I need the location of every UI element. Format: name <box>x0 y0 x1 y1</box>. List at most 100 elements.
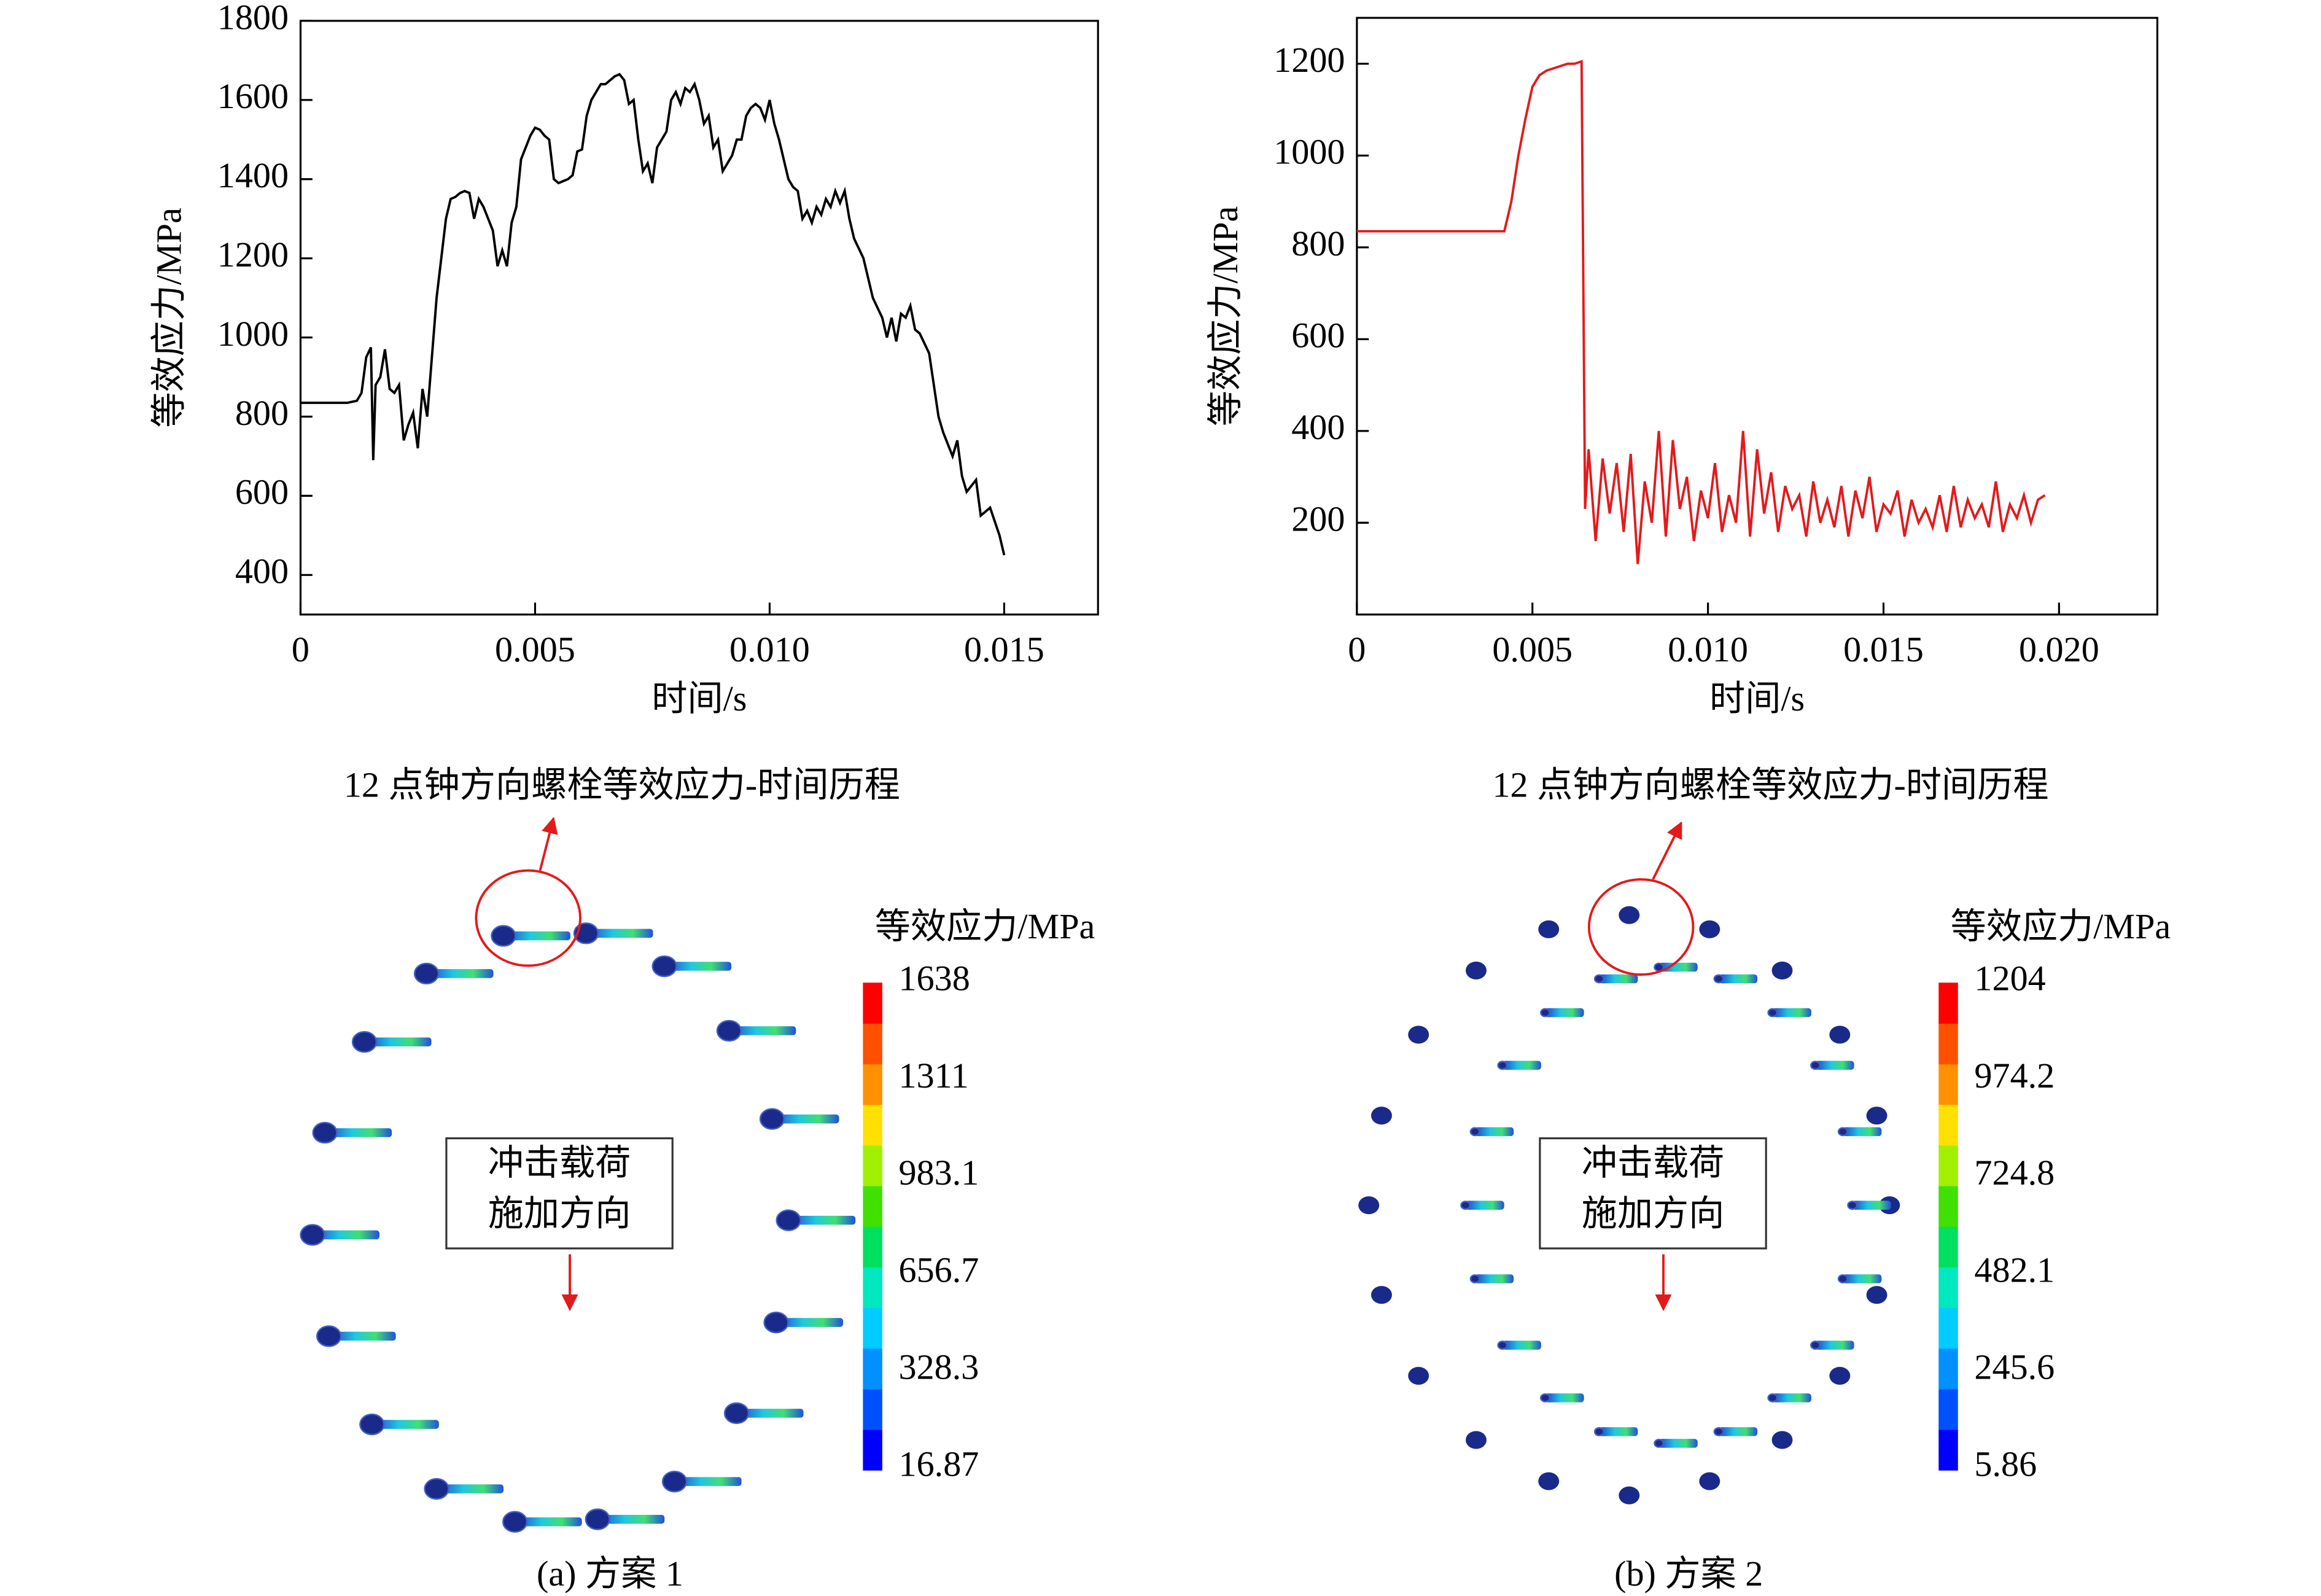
annotation-text: 冲击载荷 <box>488 1143 631 1183</box>
plot-frame <box>1356 17 2159 616</box>
bolt-head <box>316 1325 342 1347</box>
bolt-shank <box>1502 1341 1541 1350</box>
bolt-head <box>1593 1427 1604 1436</box>
bolt-head <box>1466 1431 1487 1449</box>
legend-tick-label: 1311 <box>899 1056 969 1096</box>
bolt-head <box>1866 1286 1888 1304</box>
annotation-text: 施加方向 <box>1582 1193 1725 1233</box>
bolt-head <box>1469 1127 1480 1137</box>
colorbar-band <box>1938 1023 1958 1065</box>
bolt-head <box>1371 1107 1392 1125</box>
x-tick-label: 0.010 <box>1668 629 1748 669</box>
bolt-head <box>776 1209 801 1231</box>
y-tick-label: 1200 <box>217 235 289 274</box>
highlight-circle <box>475 869 581 967</box>
bolt-shank <box>1599 974 1638 984</box>
bolt-head <box>1713 1427 1724 1436</box>
bolt-shank <box>1843 1274 1882 1283</box>
legend-tick-label: 5.86 <box>1974 1444 2037 1484</box>
colorbar-band <box>863 1348 882 1390</box>
bolt-shank <box>1475 1127 1514 1137</box>
x-tick-label: 0.005 <box>495 629 575 669</box>
bolt-head <box>1771 961 1793 979</box>
bolt-head <box>1810 1341 1821 1350</box>
bolt-head <box>1469 1274 1480 1283</box>
bolt-head <box>763 1311 789 1334</box>
bolt-head <box>759 1108 785 1130</box>
bolt-head <box>1538 920 1560 938</box>
pointer-arrow <box>538 817 558 871</box>
x-tick-label: 0 <box>1348 629 1366 669</box>
bolt-shank <box>436 1484 504 1493</box>
bolt-head <box>1767 1393 1778 1403</box>
colorbar-band <box>1938 1429 1958 1471</box>
y-tick-label: 600 <box>235 472 289 512</box>
bolt-head <box>424 1477 449 1500</box>
bolt-head <box>1847 1201 1858 1210</box>
colorbar-band <box>863 983 882 1024</box>
annotation-text: 冲击载荷 <box>1582 1143 1725 1183</box>
bolt-shank <box>515 1517 582 1527</box>
bolt-head <box>1466 961 1487 979</box>
bolt-head <box>661 1470 688 1493</box>
colorbar-band <box>863 1104 882 1146</box>
bolt-head <box>716 1019 742 1042</box>
bolt-head <box>1593 974 1604 984</box>
x-tick-label: 0.020 <box>2019 629 2099 669</box>
legend-tick-label: 974.2 <box>1974 1056 2055 1096</box>
bolt-shank <box>788 1215 856 1225</box>
bolt-head <box>1538 1472 1560 1490</box>
bolt-head <box>723 1402 750 1425</box>
y-tick-label: 1000 <box>217 314 289 354</box>
legend-tick-label: 656.7 <box>899 1250 979 1290</box>
y-tick-label: 1400 <box>217 155 289 195</box>
bolt-shank <box>1475 1274 1514 1283</box>
bolt-head <box>351 1031 378 1053</box>
bolt-shank <box>1772 1008 1811 1018</box>
y-tick-label: 400 <box>1291 407 1345 447</box>
bolt-head <box>1713 974 1724 984</box>
colorbar-band <box>1938 1226 1958 1267</box>
y-tick-label: 1000 <box>1273 132 1345 172</box>
bolt-shank <box>1545 1393 1584 1403</box>
y-tick-label: 600 <box>1291 316 1345 356</box>
bolt-head <box>1619 1486 1640 1505</box>
bolt-shank <box>1843 1127 1882 1137</box>
bolt-shank <box>364 1037 432 1047</box>
bolt-head <box>1866 1107 1888 1125</box>
bolt-shank <box>729 1026 796 1035</box>
bolt-head <box>1771 1431 1793 1449</box>
bolt-head <box>1829 1366 1851 1385</box>
colorbar-band <box>863 1064 882 1105</box>
colorbar-band <box>863 1185 882 1227</box>
bolt-shank <box>597 1514 665 1524</box>
bolt-shank <box>426 969 494 978</box>
bolt-head <box>1408 1026 1429 1044</box>
y-tick-label: 1600 <box>217 76 289 116</box>
annotation-box <box>445 1137 674 1250</box>
bolt-head <box>585 1508 610 1530</box>
legend-tick-label: 482.1 <box>1974 1250 2055 1290</box>
y-tick-label: 1200 <box>1273 40 1345 80</box>
colorbar-band <box>1938 1145 1958 1186</box>
legend-tick-label: 724.8 <box>1974 1153 2055 1193</box>
legend-tick-label: 1638 <box>899 959 970 998</box>
x-tick-label: 0 <box>292 629 309 669</box>
y-tick-label: 400 <box>235 551 289 591</box>
chart-title: 12 点钟方向螺栓等效应力-时间历程 <box>344 765 900 805</box>
x-tick-label: 0.005 <box>1492 629 1573 669</box>
bolt-head <box>1540 1008 1551 1018</box>
bolt-head <box>1619 906 1640 924</box>
bolt-shank <box>1772 1393 1811 1403</box>
data-line <box>1356 60 2046 564</box>
colorbar-band <box>1938 1064 1958 1105</box>
bolt-head <box>312 1121 338 1144</box>
bolt-shank <box>1502 1061 1541 1070</box>
bolt-head <box>300 1224 325 1246</box>
bolt-head <box>491 925 516 947</box>
bolt-shank <box>674 1477 742 1486</box>
colorbar-band <box>863 1307 882 1349</box>
bolt-shank <box>1719 974 1758 984</box>
bolt-head <box>502 1511 528 1533</box>
